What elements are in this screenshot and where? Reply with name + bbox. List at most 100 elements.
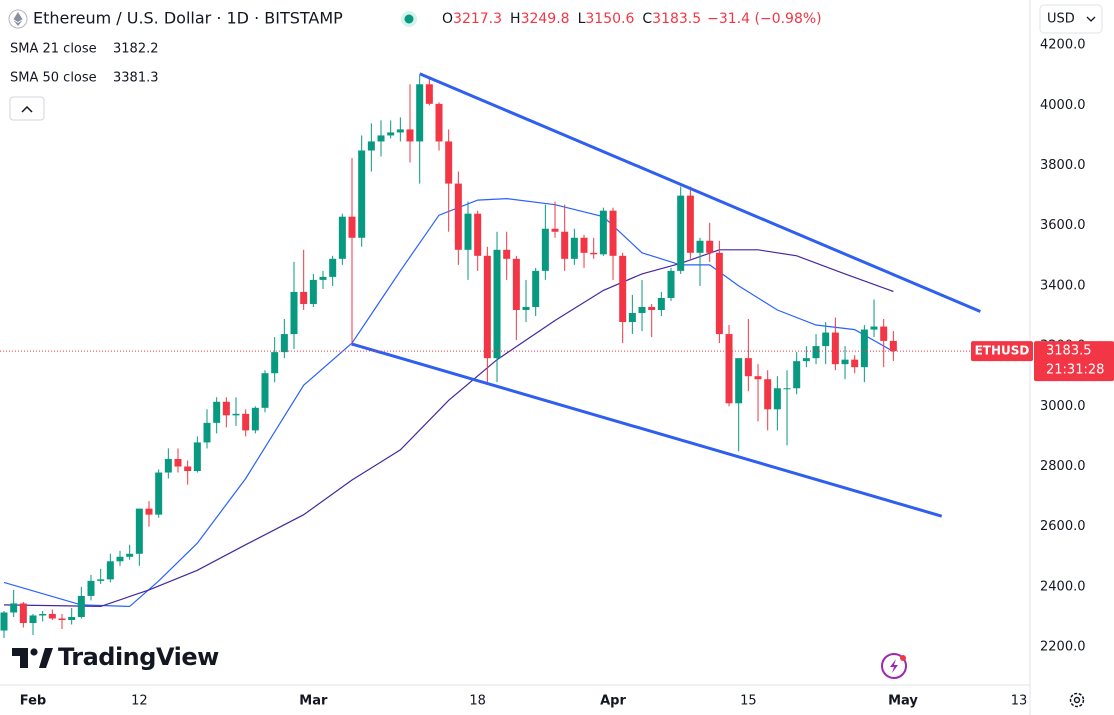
candle-body [483,255,491,359]
candle-body [396,129,404,133]
candle-body [638,306,646,314]
candle-body [831,332,839,365]
candle-body [561,231,569,259]
candle-body [164,458,172,473]
candle-body [435,103,443,142]
candle-body [387,132,395,136]
candle-body [512,258,520,310]
x-tick-label: Mar [299,694,328,709]
candle-body [425,84,433,104]
x-tick-label: 13 [1011,694,1028,709]
currency-button[interactable]: USD [1039,4,1103,34]
sma-line [3,197,894,608]
x-tick-label: Feb [20,694,46,709]
y-tick-label: 2600.0 [1040,519,1086,534]
symbol-icon [8,9,28,29]
candle-body [0,612,8,631]
ohlc-change: −31.4 (−0.98%) [707,11,821,27]
candle-body [503,249,511,259]
candle-body [222,401,230,416]
candle-body [290,291,298,335]
candle-body [580,237,588,253]
candle-body [97,579,105,581]
candle-body [541,228,549,271]
price-tag [1034,341,1114,382]
candle-body [348,216,356,238]
candle-body [783,388,791,390]
price-tag-value: 3183.5 [1046,344,1092,359]
candle-body [135,508,143,554]
candle-body [309,279,317,304]
candle-body [39,613,47,616]
candle-body [242,413,250,431]
candle-body [106,561,114,580]
candle-body [706,240,714,253]
candle-body [735,358,743,404]
candle-body [445,141,453,184]
candle-body [126,553,134,557]
candle-body [87,580,95,596]
x-tick-label: May [888,694,918,709]
candle-body [889,340,897,352]
settings-icon[interactable] [1069,692,1085,708]
candle-body [454,183,462,250]
candle-body [474,213,482,256]
candle-body [696,240,704,253]
candle-body [184,466,192,472]
x-tick-label: 15 [740,694,757,709]
candle-body [860,329,868,368]
ohlc-letter: L [578,11,586,27]
candle-body [377,135,385,142]
y-tick-label: 2800.0 [1040,459,1086,474]
legend-name: SMA 50 close [10,71,97,86]
symbol-title: Ethereum / U.S. Dollar · 1D · BITSTAMP [33,9,343,28]
x-tick-label: 18 [469,694,486,709]
ohlc-value: 3249.8 [521,11,570,27]
candle-body [155,472,163,515]
candle-body [764,379,772,410]
candle-body [590,252,598,255]
candle-body [116,556,124,562]
trend-line [351,342,943,518]
candle-body [203,422,211,443]
candle-body [715,252,723,335]
y-tick-label: 3800.0 [1040,158,1086,173]
candle-body [551,228,559,232]
candle-body [367,141,375,151]
ohlc-letter: C [642,11,652,27]
candle-body [522,306,530,310]
candle-body [667,270,675,298]
candle-body [657,297,665,310]
ohlc-value: 3183.5 [652,11,701,27]
collapse-button[interactable] [9,96,45,121]
candle-body [406,129,414,142]
y-tick-label: 3400.0 [1040,278,1086,293]
candle-body [358,150,366,238]
candle-body [10,603,18,613]
candle-body [261,373,269,408]
candle-body [609,210,617,256]
candle-body [773,388,781,410]
candle-body [754,376,762,380]
candle-body [193,442,201,472]
y-tick-label: 2200.0 [1040,640,1086,655]
candle-body [77,595,85,617]
candle-body [870,326,878,330]
plot-area [0,72,1030,639]
alert-icon[interactable] [881,653,907,679]
y-tick-label: 2400.0 [1040,579,1086,594]
symbol-tag [971,341,1033,362]
candle-body [744,358,752,377]
candle-body [416,84,424,142]
candle-body [280,334,288,353]
candle-body [145,508,153,515]
candle-body [725,334,733,404]
market-status[interactable] [401,11,417,27]
candle-body [329,258,337,277]
candle-body [464,213,472,250]
y-tick-label: 3000.0 [1040,399,1086,414]
candle-body [48,613,56,619]
candle-body [880,326,888,341]
